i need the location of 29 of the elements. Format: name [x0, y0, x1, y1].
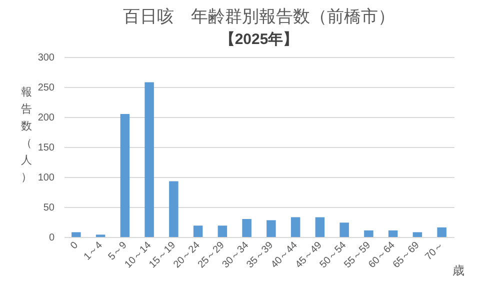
- y-tick-label: 0: [48, 232, 55, 244]
- bar: [364, 230, 374, 237]
- y-tick-label: 300: [38, 52, 55, 64]
- bar: [144, 82, 154, 237]
- x-tick-label: 1～4: [82, 240, 106, 263]
- y-tick-label: 100: [38, 172, 55, 184]
- bar: [169, 181, 178, 237]
- bar: [266, 220, 276, 237]
- bar: [242, 219, 252, 237]
- chart-title: 百日咳 年齢群別報告数（前橋市）: [123, 7, 395, 26]
- bar: [388, 230, 398, 237]
- bar: [72, 232, 81, 237]
- x-axis-title: 歳: [452, 264, 464, 278]
- bar: [437, 227, 446, 237]
- y-tick-label: 50: [43, 202, 55, 214]
- bar: [412, 232, 422, 237]
- x-tick-label: 0: [68, 240, 81, 252]
- y-tick-label: 200: [38, 112, 55, 124]
- y-axis-title: 報告数（人）: [21, 86, 32, 184]
- bar: [193, 226, 203, 237]
- bar: [290, 217, 300, 237]
- chart-subtitle: 【2025年】: [220, 31, 298, 48]
- y-tick-label: 150: [38, 142, 55, 154]
- bar: [218, 226, 228, 237]
- bar: [120, 114, 130, 237]
- y-tick-label: 250: [38, 82, 55, 94]
- bar: [340, 222, 349, 237]
- bar: [315, 217, 325, 237]
- x-tick-label: 70～: [423, 240, 446, 263]
